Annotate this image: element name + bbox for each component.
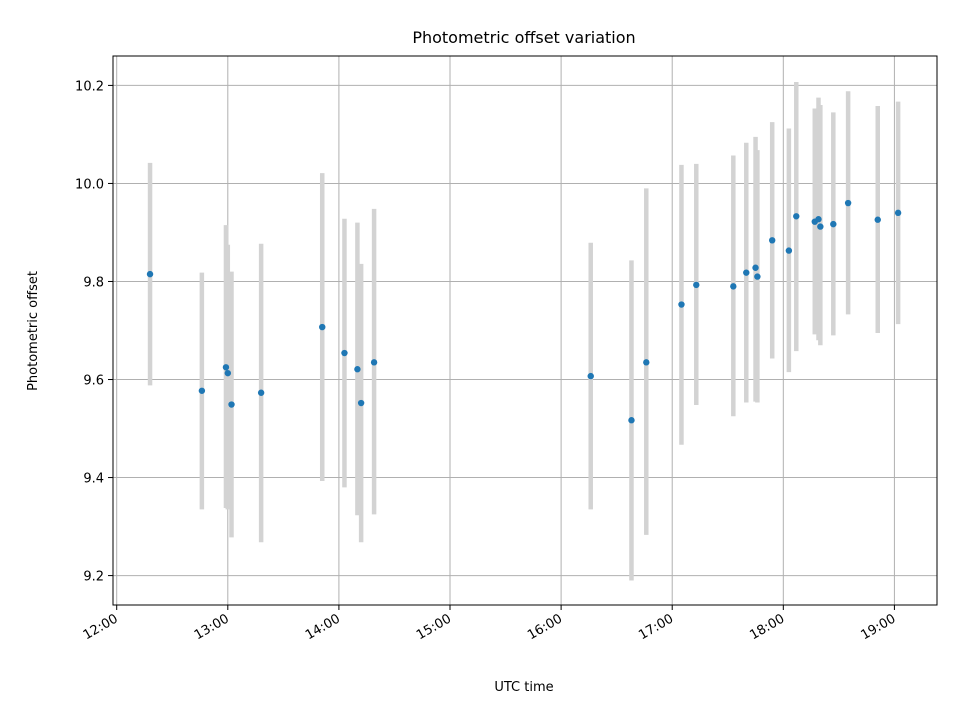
grid [113, 56, 937, 605]
y-tick-label: 9.4 [83, 472, 104, 487]
data-point [678, 301, 685, 308]
chart-title: Photometric offset variation [412, 28, 635, 47]
data-point [730, 283, 737, 290]
data-point [587, 372, 594, 380]
data-point [224, 369, 232, 377]
data-point [754, 273, 761, 280]
x-axis-ticks: 12:00 13:00 14:00 15:00 16:00 17:00 18:00 19:00 [81, 605, 898, 643]
y-tick-label: 10.0 [75, 177, 104, 192]
data-point [643, 359, 650, 366]
x-tick-label: 14:00 [303, 611, 343, 643]
y-axis-label: Photometric offset [26, 271, 41, 391]
data-point [830, 220, 837, 228]
data-points [146, 199, 902, 424]
x-tick-label: 18:00 [747, 611, 787, 643]
error-bars [147, 81, 901, 581]
data-point [743, 269, 750, 276]
data-point [894, 209, 902, 217]
x-tick-label: 19:00 [858, 611, 898, 643]
data-point [785, 247, 793, 254]
data-point [752, 264, 759, 271]
data-point [222, 364, 230, 371]
data-point [793, 213, 800, 220]
data-point [228, 401, 235, 408]
y-tick-label: 10.2 [75, 79, 104, 94]
data-point [319, 323, 326, 331]
data-point [341, 349, 348, 357]
y-tick-label: 9.8 [83, 275, 104, 290]
y-axis-ticks: 9.2 9.4 9.6 9.8 10.0 10.2 [75, 79, 113, 585]
data-point [769, 237, 776, 244]
data-point [257, 389, 265, 396]
y-tick-label: 9.2 [83, 570, 104, 585]
data-point [817, 223, 824, 230]
x-tick-label: 17:00 [636, 611, 676, 643]
data-point [146, 270, 154, 278]
data-point [354, 366, 361, 373]
data-point [874, 216, 881, 223]
x-tick-label: 12:00 [81, 611, 121, 643]
x-axis-label: UTC time [494, 680, 553, 695]
data-point [357, 399, 365, 407]
data-point [198, 387, 206, 394]
x-tick-label: 13:00 [192, 611, 232, 643]
x-tick-label: 16:00 [525, 611, 565, 643]
data-point [844, 199, 852, 207]
data-point [693, 281, 700, 289]
data-point [815, 216, 822, 223]
data-point [628, 417, 635, 424]
plot-frame [112, 55, 938, 606]
y-tick-label: 9.6 [83, 374, 104, 389]
x-tick-label: 15:00 [414, 611, 454, 643]
data-point [370, 359, 378, 366]
